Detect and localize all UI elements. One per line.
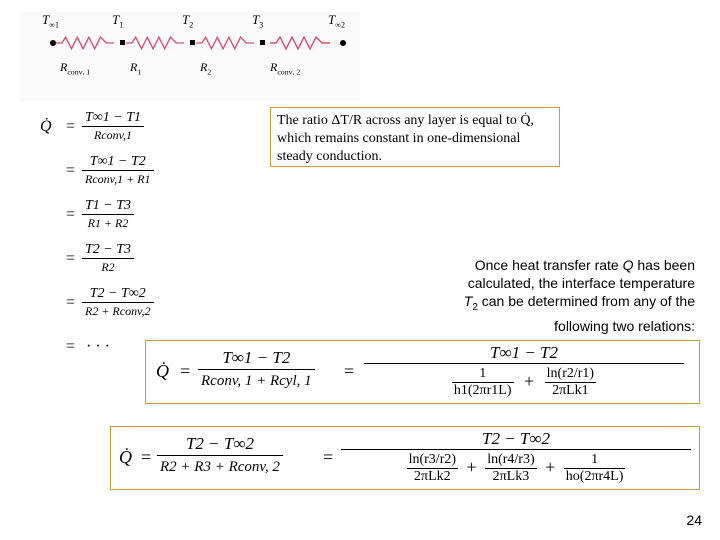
equals-sign: =	[344, 361, 354, 382]
equation-row: = T2 − T3R2	[40, 242, 270, 280]
resistor-icon	[126, 36, 184, 50]
explain-line: Once heat transfer rate Q has been	[355, 256, 695, 274]
circuit-node	[190, 40, 195, 45]
node-temp-label: T2	[182, 12, 193, 30]
resistor-label: Rconv, 2	[270, 60, 300, 76]
equation-row: = T2 − T∞2R2 + Rconv,2	[40, 286, 270, 324]
fraction: T∞1 − T2Rconv,1 + R1	[82, 154, 154, 187]
circuit-node	[340, 40, 346, 46]
explain-line: calculated, the interface temperature	[355, 274, 695, 292]
eq2-mid-frac: T2 − T∞2R2 + R3 + Rconv, 2	[157, 433, 283, 478]
equation-box-2: Q̇ = T2 − T∞2R2 + R3 + Rconv, 2 = T2 − T…	[110, 426, 700, 490]
node-temp-label: T1	[112, 12, 123, 30]
resistor-network-diagram: T∞1 T1 T2 T3 T∞2 Rconv, 1 R1 R2 Rconv, 2	[20, 12, 360, 102]
resistor-icon	[266, 36, 334, 50]
ratio-note-box: The ratio ΔT/R across any layer is equal…	[270, 107, 560, 167]
resistor-icon	[196, 36, 254, 50]
qdot-equation-stack: Q̇=T∞1 − T1Rconv,1=T∞1 − T2Rconv,1 + R1=…	[40, 110, 270, 374]
equals-sign: =	[66, 338, 75, 356]
page-number: 24	[686, 512, 702, 528]
explain-line: T2 can be determined from any of the	[355, 292, 695, 317]
resistor-icon	[56, 36, 114, 50]
qdot-symbol: Q̇	[40, 118, 52, 136]
equation-row: Q̇ = T∞1 − T1Rconv,1	[40, 110, 270, 148]
equals-sign: =	[141, 447, 151, 468]
equals-sign: =	[66, 294, 75, 312]
fraction: T2 − T∞2R2 + Rconv,2	[82, 286, 154, 319]
node-temp-label: T3	[252, 12, 263, 30]
equals-sign: =	[66, 162, 75, 180]
resistor-label: R2	[200, 60, 211, 76]
resistor-label: Rconv, 1	[60, 60, 90, 76]
eq1-right-frac: T∞1 − T2 1h1(2πr1L) + ln(r2/r1)2πLk1	[364, 343, 684, 399]
equation-row: = T∞1 − T2Rconv,1 + R1	[40, 154, 270, 192]
node-temp-label: T∞1	[42, 12, 59, 30]
fraction: T∞1 − T1Rconv,1	[82, 110, 144, 143]
circuit-node	[120, 40, 125, 45]
equals-sign: =	[66, 250, 75, 268]
equals-sign: =	[66, 206, 75, 224]
equation-box-1: Q̇ = T∞1 − T2Rconv, 1 + Rcyl, 1 = T∞1 − …	[145, 340, 700, 404]
equation-row: = T1 − T3R1 + R2	[40, 198, 270, 236]
qdot-symbol: Q̇	[156, 361, 169, 382]
fraction: T2 − T3R2	[82, 242, 134, 275]
equals-sign: =	[66, 118, 75, 136]
resistor-label: R1	[130, 60, 141, 76]
node-temp-label: T∞2	[328, 12, 345, 30]
ellipsis: · · ·	[86, 338, 110, 356]
circuit-node	[260, 40, 265, 45]
explanation-text: Once heat transfer rate Q has been calcu…	[355, 256, 695, 335]
eq2-right-frac: T2 − T∞2 ln(r3/r2)2πLk2 + ln(r4/r3)2πLk3…	[341, 429, 691, 485]
qdot-symbol: Q̇	[119, 447, 132, 468]
eq1-mid-frac: T∞1 − T2Rconv, 1 + Rcyl, 1	[198, 347, 315, 392]
fraction: T1 − T3R1 + R2	[82, 198, 134, 231]
explain-line: following two relations:	[355, 317, 695, 335]
equals-sign: =	[180, 361, 190, 382]
equals-sign: =	[323, 447, 333, 468]
